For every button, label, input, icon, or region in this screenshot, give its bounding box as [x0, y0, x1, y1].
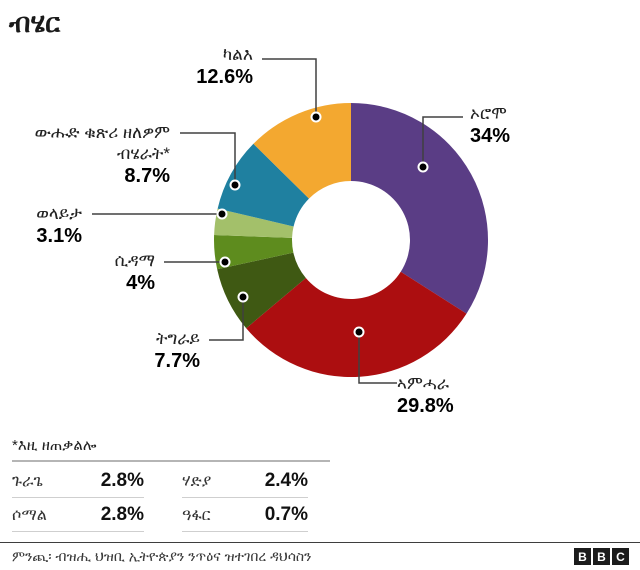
segment-value: 12.6%	[196, 66, 253, 88]
callout-dot-minority	[229, 179, 241, 191]
callout-dot-sidama	[219, 256, 231, 268]
footnote-label: ሃድያ	[182, 473, 212, 490]
segment-name: ሲዳማ	[114, 251, 155, 270]
donut-wedges	[214, 103, 489, 378]
label-minority: ውሑድ ቁጽሪ ዘለዎም ብሄራት* 8.7%	[35, 122, 170, 188]
segment-value: 4%	[126, 272, 155, 294]
donut-segment-1	[246, 271, 467, 378]
segment-value: 7.7%	[154, 350, 200, 372]
footnote-row: ዓፋር 0.7%	[182, 498, 308, 532]
footnote-title: *እዚ ዘጠቃልሎ	[12, 437, 97, 454]
footnote-table: ጉራጌ 2.8% ሃድያ 2.4% ሶማል 2.8% ዓፋር 0.7%	[12, 464, 330, 532]
callout-dot-wolaita	[216, 208, 228, 220]
footnote-rule	[12, 460, 330, 462]
segment-name: ወላይታ	[36, 204, 82, 223]
segment-name: ካልእ	[222, 45, 253, 64]
callout-dot-tigray	[237, 291, 249, 303]
segment-name: ትግራይ	[155, 329, 200, 348]
label-oromo: ኦሮሞ 34%	[470, 103, 510, 148]
page-title: ብሄር	[9, 8, 61, 38]
callout-line-other	[262, 58, 317, 117]
label-tigray: ትግራይ 7.7%	[154, 328, 200, 373]
label-sidama: ሲዳማ 4%	[115, 250, 155, 295]
source-text: ምንጪ፡ ብዝሒ ህዝቢ ኢትዮጵያን ንጥዕና ዝተገበረ ዳህሳስን	[12, 548, 312, 564]
segment-value: 8.7%	[124, 165, 170, 187]
bbc-logo: B B C	[574, 548, 629, 565]
footnote-value: 0.7%	[264, 504, 308, 525]
footnote: *እዚ ዘጠቃልሎ ጉራጌ 2.8% ሃድያ 2.4% ሶማል 2.8% ዓፋር…	[12, 437, 330, 532]
segment-name: ኦሮሞ	[470, 104, 507, 123]
donut-segment-5	[217, 143, 309, 227]
callout-dots	[216, 111, 429, 338]
footnote-value: 2.4%	[264, 470, 308, 491]
label-wolaita: ወላይታ 3.1%	[36, 203, 82, 248]
segment-name: ኣምሓራ	[397, 374, 449, 393]
footnote-value: 2.8%	[100, 470, 144, 491]
donut-segment-0	[351, 103, 489, 314]
segment-name: ውሑድ ቁጽሪ ዘለዎም ብሄራት*	[34, 123, 170, 163]
footnote-label: ሶማል	[12, 507, 47, 524]
segment-value: 29.8%	[397, 395, 454, 417]
bbc-logo-letter: C	[612, 548, 629, 565]
bbc-logo-letter: B	[593, 548, 610, 565]
label-amhara: ኣምሓራ 29.8%	[397, 373, 454, 418]
callout-line-amhara	[358, 332, 397, 384]
donut-segment-6	[253, 103, 351, 199]
callout-dot-oromo	[417, 161, 429, 173]
callout-dot-amhara	[353, 326, 365, 338]
segment-value: 34%	[470, 125, 511, 147]
footnote-row: ሶማል 2.8%	[12, 498, 144, 532]
footnote-row: ሃድያ 2.4%	[182, 464, 308, 498]
callout-line-oromo	[422, 116, 463, 167]
donut-segment-3	[214, 235, 294, 270]
donut-segment-4	[214, 208, 294, 238]
bbc-logo-letter: B	[574, 548, 591, 565]
donut-segment-2	[217, 252, 306, 329]
callout-lines	[92, 58, 463, 384]
footnote-value: 2.8%	[100, 504, 144, 525]
footnote-label: ጉራጌ	[12, 473, 44, 490]
callout-line-minority	[180, 132, 236, 185]
footnote-label: ዓፋር	[182, 507, 211, 524]
callout-line-tigray	[209, 297, 244, 341]
footnote-row: ጉራጌ 2.8%	[12, 464, 144, 498]
footer-divider	[0, 542, 640, 543]
callout-dot-other	[310, 111, 322, 123]
label-other: ካልእ 12.6%	[196, 44, 253, 89]
segment-value: 3.1%	[36, 225, 82, 247]
